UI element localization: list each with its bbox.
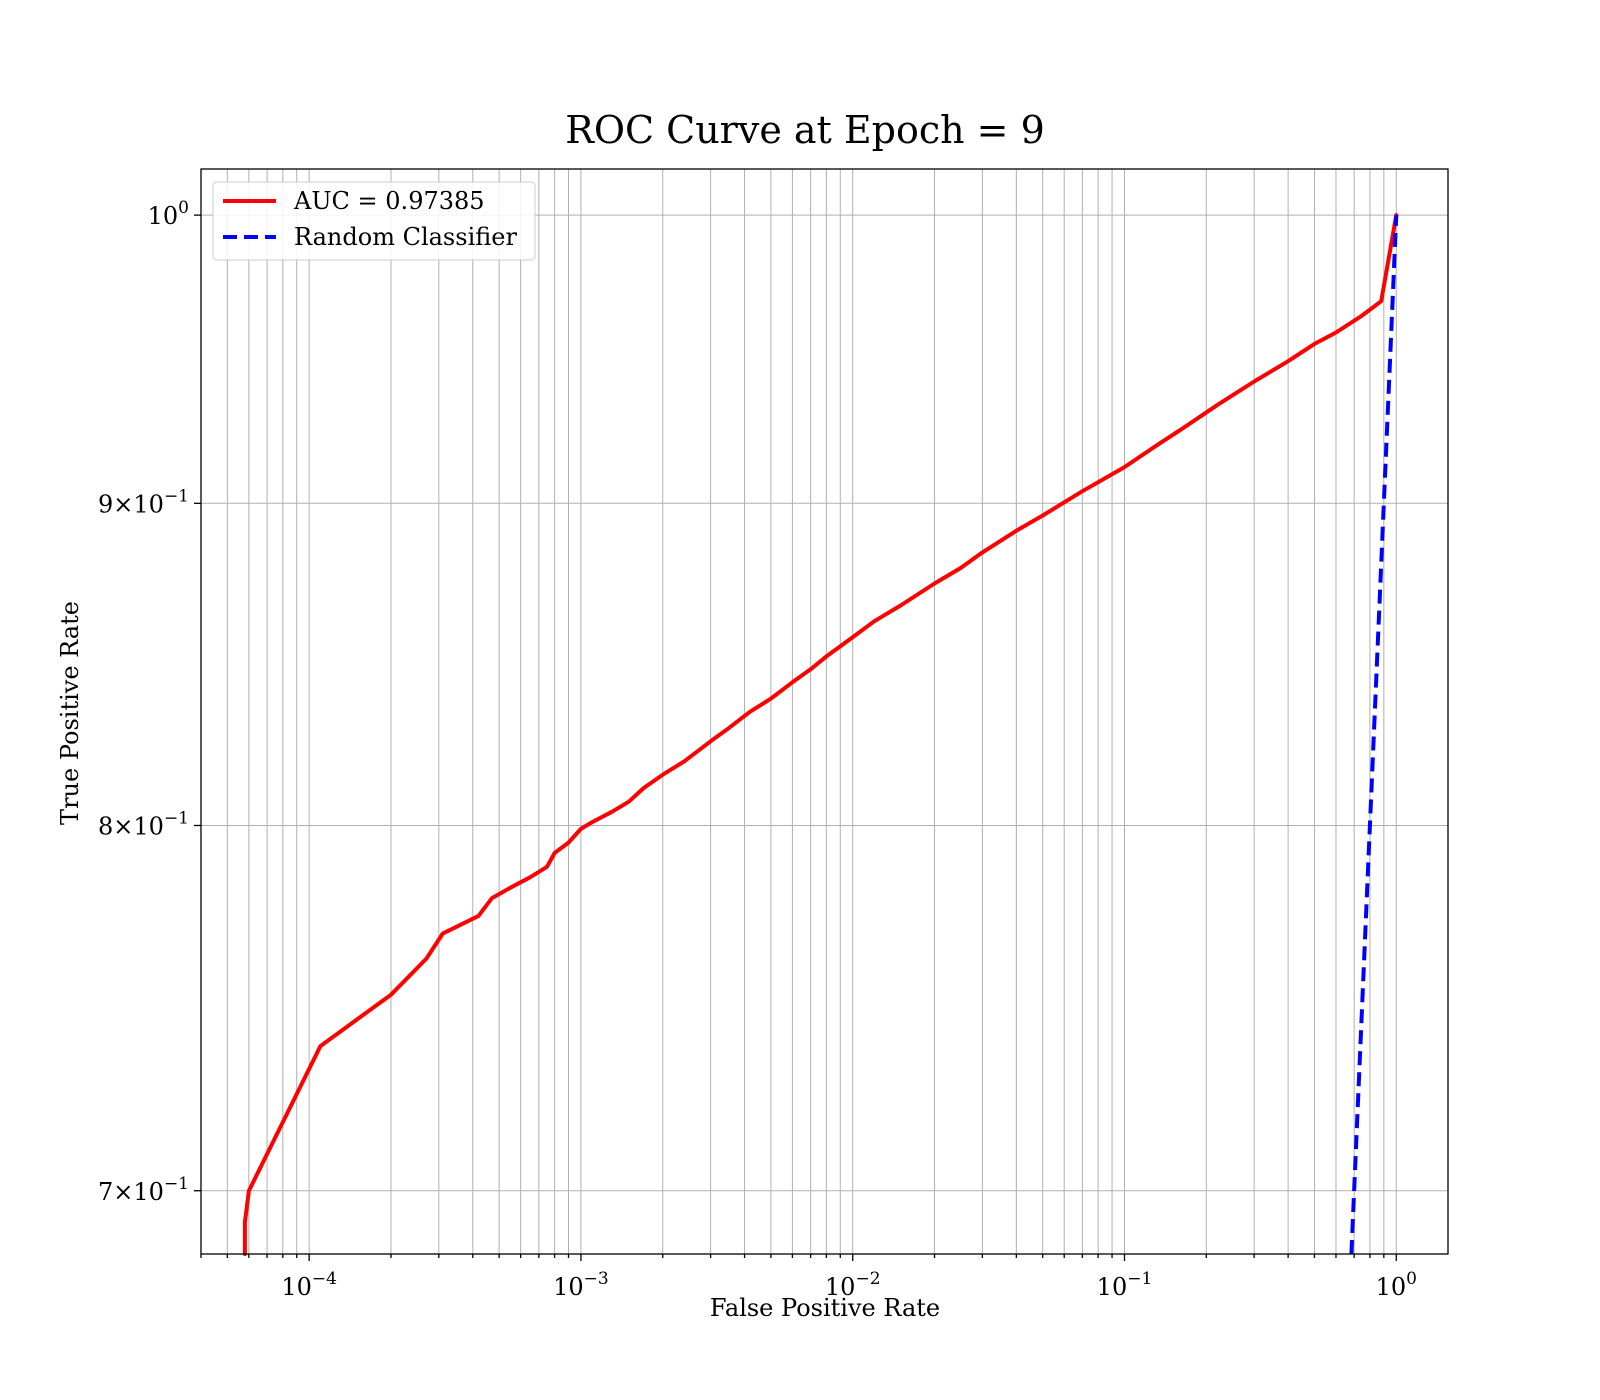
series-layer [242, 213, 1399, 1256]
y-tick-labels: 7×10−1 8×10−1 9×10−1 100 [98, 198, 189, 1206]
axes-frame [200, 168, 1449, 1255]
x-tick-label: 10−1 [1097, 1269, 1153, 1301]
plot-area-border [200, 168, 1449, 1255]
grid-lines [200, 169, 1448, 1254]
chart-title: ROC Curve at Epoch = 9 [565, 108, 1045, 152]
x-tick-label: 10−2 [825, 1269, 881, 1301]
roc-curve-line [242, 213, 1399, 1256]
y-axis-label: True Positive Rate [56, 601, 84, 825]
legend-label-roc: AUC = 0.97385 [293, 187, 485, 215]
x-tick-label: 10−3 [553, 1269, 609, 1301]
random-classifier-line [1349, 215, 1399, 1255]
legend: AUC = 0.97385 Random Classifier [212, 181, 536, 261]
y-tick-label: 9×10−1 [98, 486, 189, 518]
tick-marks [194, 214, 1397, 1261]
y-tick-label: 7×10−1 [98, 1174, 189, 1206]
x-tick-label: 100 [1376, 1269, 1417, 1301]
x-axis-label: False Positive Rate [710, 1294, 940, 1322]
y-tick-label: 8×10−1 [98, 808, 189, 840]
legend-box [212, 181, 536, 261]
y-tick-label: 100 [148, 198, 189, 230]
x-tick-label: 10−4 [281, 1269, 337, 1301]
legend-label-random: Random Classifier [294, 223, 517, 251]
x-tick-labels: 10−4 10−3 10−2 10−1 100 [281, 1269, 1417, 1301]
